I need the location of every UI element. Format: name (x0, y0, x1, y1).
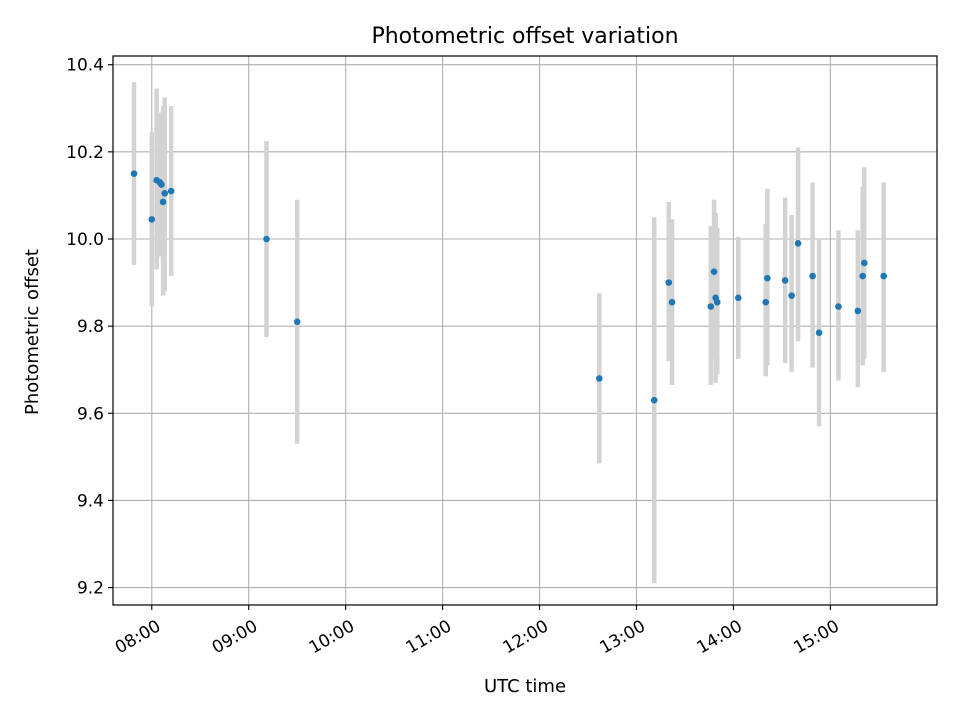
data-point (130, 170, 138, 177)
data-point (860, 259, 868, 267)
data-point (159, 198, 167, 206)
data-point (859, 272, 866, 280)
y-tick-label: 9.4 (77, 491, 104, 511)
y-tick-label: 10.2 (66, 143, 104, 163)
data-point (781, 277, 789, 284)
data-point (596, 375, 603, 382)
y-axis-ticks: 9.2 9.4 9.6 9.8 10.0 10.2 10.4 (66, 56, 113, 599)
data-point (762, 298, 770, 306)
data-point (263, 235, 270, 243)
data-point (713, 298, 721, 306)
data-point (293, 318, 301, 326)
y-tick-label: 10.0 (66, 230, 104, 250)
y-tick-label: 9.8 (77, 317, 104, 337)
data-point (815, 329, 823, 336)
y-tick-label: 10.4 (66, 56, 104, 76)
plot-frame (112, 55, 938, 606)
data-point (734, 294, 742, 302)
y-tick-label: 9.2 (77, 579, 104, 599)
data-point (158, 181, 165, 188)
data-points (130, 170, 887, 404)
data-point (854, 307, 862, 315)
x-axis-label: UTC time (484, 676, 566, 697)
data-point (668, 298, 676, 306)
data-point (665, 279, 673, 286)
data-point (167, 187, 175, 195)
data-point (764, 274, 771, 282)
data-point (835, 303, 842, 310)
grid (113, 56, 937, 605)
y-tick-label: 9.6 (77, 404, 104, 424)
data-point (809, 272, 816, 280)
data-point (788, 292, 795, 299)
data-point (880, 272, 887, 280)
y-axis-label: Photometric offset (22, 249, 43, 415)
data-point (707, 303, 715, 310)
data-point (710, 268, 718, 275)
data-point (650, 396, 658, 404)
data-point (794, 240, 802, 247)
data-point (161, 189, 169, 197)
chart-title: Photometric offset variation (371, 24, 678, 49)
data-point (148, 216, 156, 223)
